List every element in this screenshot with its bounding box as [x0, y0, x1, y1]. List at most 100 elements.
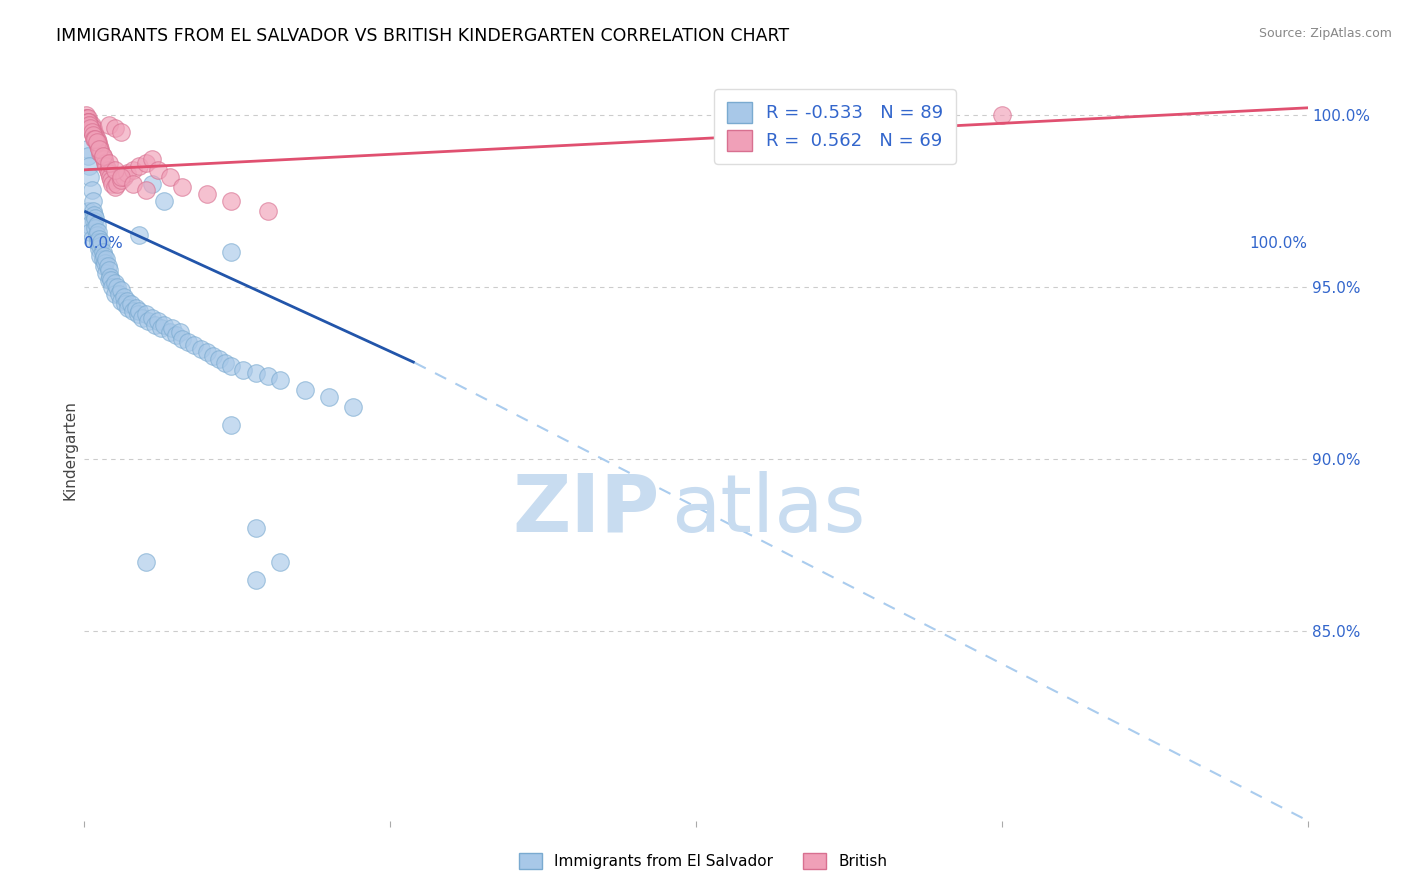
- Point: [112, 290, 135, 304]
- Point: [110, 283, 132, 297]
- Point: [87, 242, 110, 256]
- Point: [80, 118, 103, 132]
- Point: [135, 184, 157, 198]
- Point: [89, 238, 111, 252]
- Point: [91, 252, 114, 267]
- Point: [89, 142, 111, 156]
- Point: [77, 111, 100, 125]
- Point: [219, 194, 242, 208]
- Point: [127, 308, 149, 322]
- Point: [136, 314, 159, 328]
- Point: [120, 297, 142, 311]
- Point: [104, 162, 127, 177]
- Point: [219, 245, 242, 260]
- Point: [86, 228, 108, 243]
- Point: [93, 249, 115, 263]
- Point: [91, 245, 114, 260]
- Point: [115, 293, 138, 308]
- Point: [77, 218, 100, 232]
- Point: [195, 345, 218, 359]
- Point: [342, 401, 364, 415]
- Point: [84, 128, 107, 143]
- Point: [89, 145, 111, 160]
- Point: [141, 310, 163, 325]
- Point: [84, 132, 107, 146]
- Point: [87, 232, 110, 246]
- Point: [162, 321, 184, 335]
- Point: [79, 169, 101, 184]
- Point: [86, 135, 108, 149]
- Point: [86, 218, 108, 232]
- Point: [77, 204, 100, 219]
- Point: [87, 225, 110, 239]
- Point: [257, 204, 280, 219]
- Point: [79, 121, 101, 136]
- Text: ZIP: ZIP: [512, 471, 659, 549]
- Point: [110, 173, 132, 187]
- Point: [97, 156, 120, 170]
- Text: 0.0%: 0.0%: [84, 235, 124, 251]
- Point: [105, 177, 128, 191]
- Point: [135, 555, 157, 569]
- Point: [110, 125, 132, 139]
- Point: [201, 349, 224, 363]
- Point: [165, 328, 187, 343]
- Point: [76, 142, 98, 156]
- Point: [77, 118, 100, 132]
- Text: atlas: atlas: [672, 471, 866, 549]
- Point: [89, 249, 111, 263]
- Point: [77, 114, 100, 128]
- Point: [100, 173, 122, 187]
- Point: [77, 149, 100, 163]
- Point: [159, 325, 181, 339]
- Point: [80, 125, 103, 139]
- Point: [169, 325, 191, 339]
- Point: [135, 308, 157, 322]
- Point: [77, 114, 100, 128]
- Point: [93, 259, 115, 273]
- Point: [294, 383, 316, 397]
- Point: [94, 156, 117, 170]
- Point: [131, 310, 153, 325]
- Point: [90, 145, 112, 160]
- Point: [80, 232, 103, 246]
- Point: [93, 153, 115, 167]
- Point: [991, 108, 1014, 122]
- Point: [80, 184, 103, 198]
- Point: [153, 194, 176, 208]
- Text: IMMIGRANTS FROM EL SALVADOR VS BRITISH KINDERGARTEN CORRELATION CHART: IMMIGRANTS FROM EL SALVADOR VS BRITISH K…: [56, 27, 789, 45]
- Point: [87, 235, 110, 249]
- Point: [97, 262, 120, 277]
- Point: [146, 162, 169, 177]
- Point: [219, 359, 242, 373]
- Point: [125, 301, 148, 315]
- Text: Source: ZipAtlas.com: Source: ZipAtlas.com: [1258, 27, 1392, 40]
- Point: [107, 286, 129, 301]
- Point: [195, 186, 218, 201]
- Point: [117, 301, 139, 315]
- Point: [122, 304, 145, 318]
- Point: [269, 373, 291, 387]
- Point: [183, 338, 205, 352]
- Point: [97, 273, 120, 287]
- Point: [84, 132, 107, 146]
- Point: [98, 169, 121, 184]
- Point: [83, 132, 105, 146]
- Point: [245, 521, 267, 535]
- Point: [83, 214, 105, 228]
- Point: [75, 108, 97, 122]
- Point: [100, 273, 122, 287]
- Point: [219, 417, 242, 432]
- Point: [97, 259, 120, 273]
- Point: [82, 128, 104, 143]
- Point: [245, 366, 267, 380]
- Point: [87, 142, 110, 156]
- Point: [96, 160, 118, 174]
- Point: [112, 169, 135, 184]
- Text: 100.0%: 100.0%: [1250, 235, 1308, 251]
- Legend: Immigrants from El Salvador, British: Immigrants from El Salvador, British: [512, 847, 894, 875]
- Point: [87, 135, 110, 149]
- Point: [82, 121, 104, 136]
- Point: [245, 573, 267, 587]
- Point: [114, 297, 136, 311]
